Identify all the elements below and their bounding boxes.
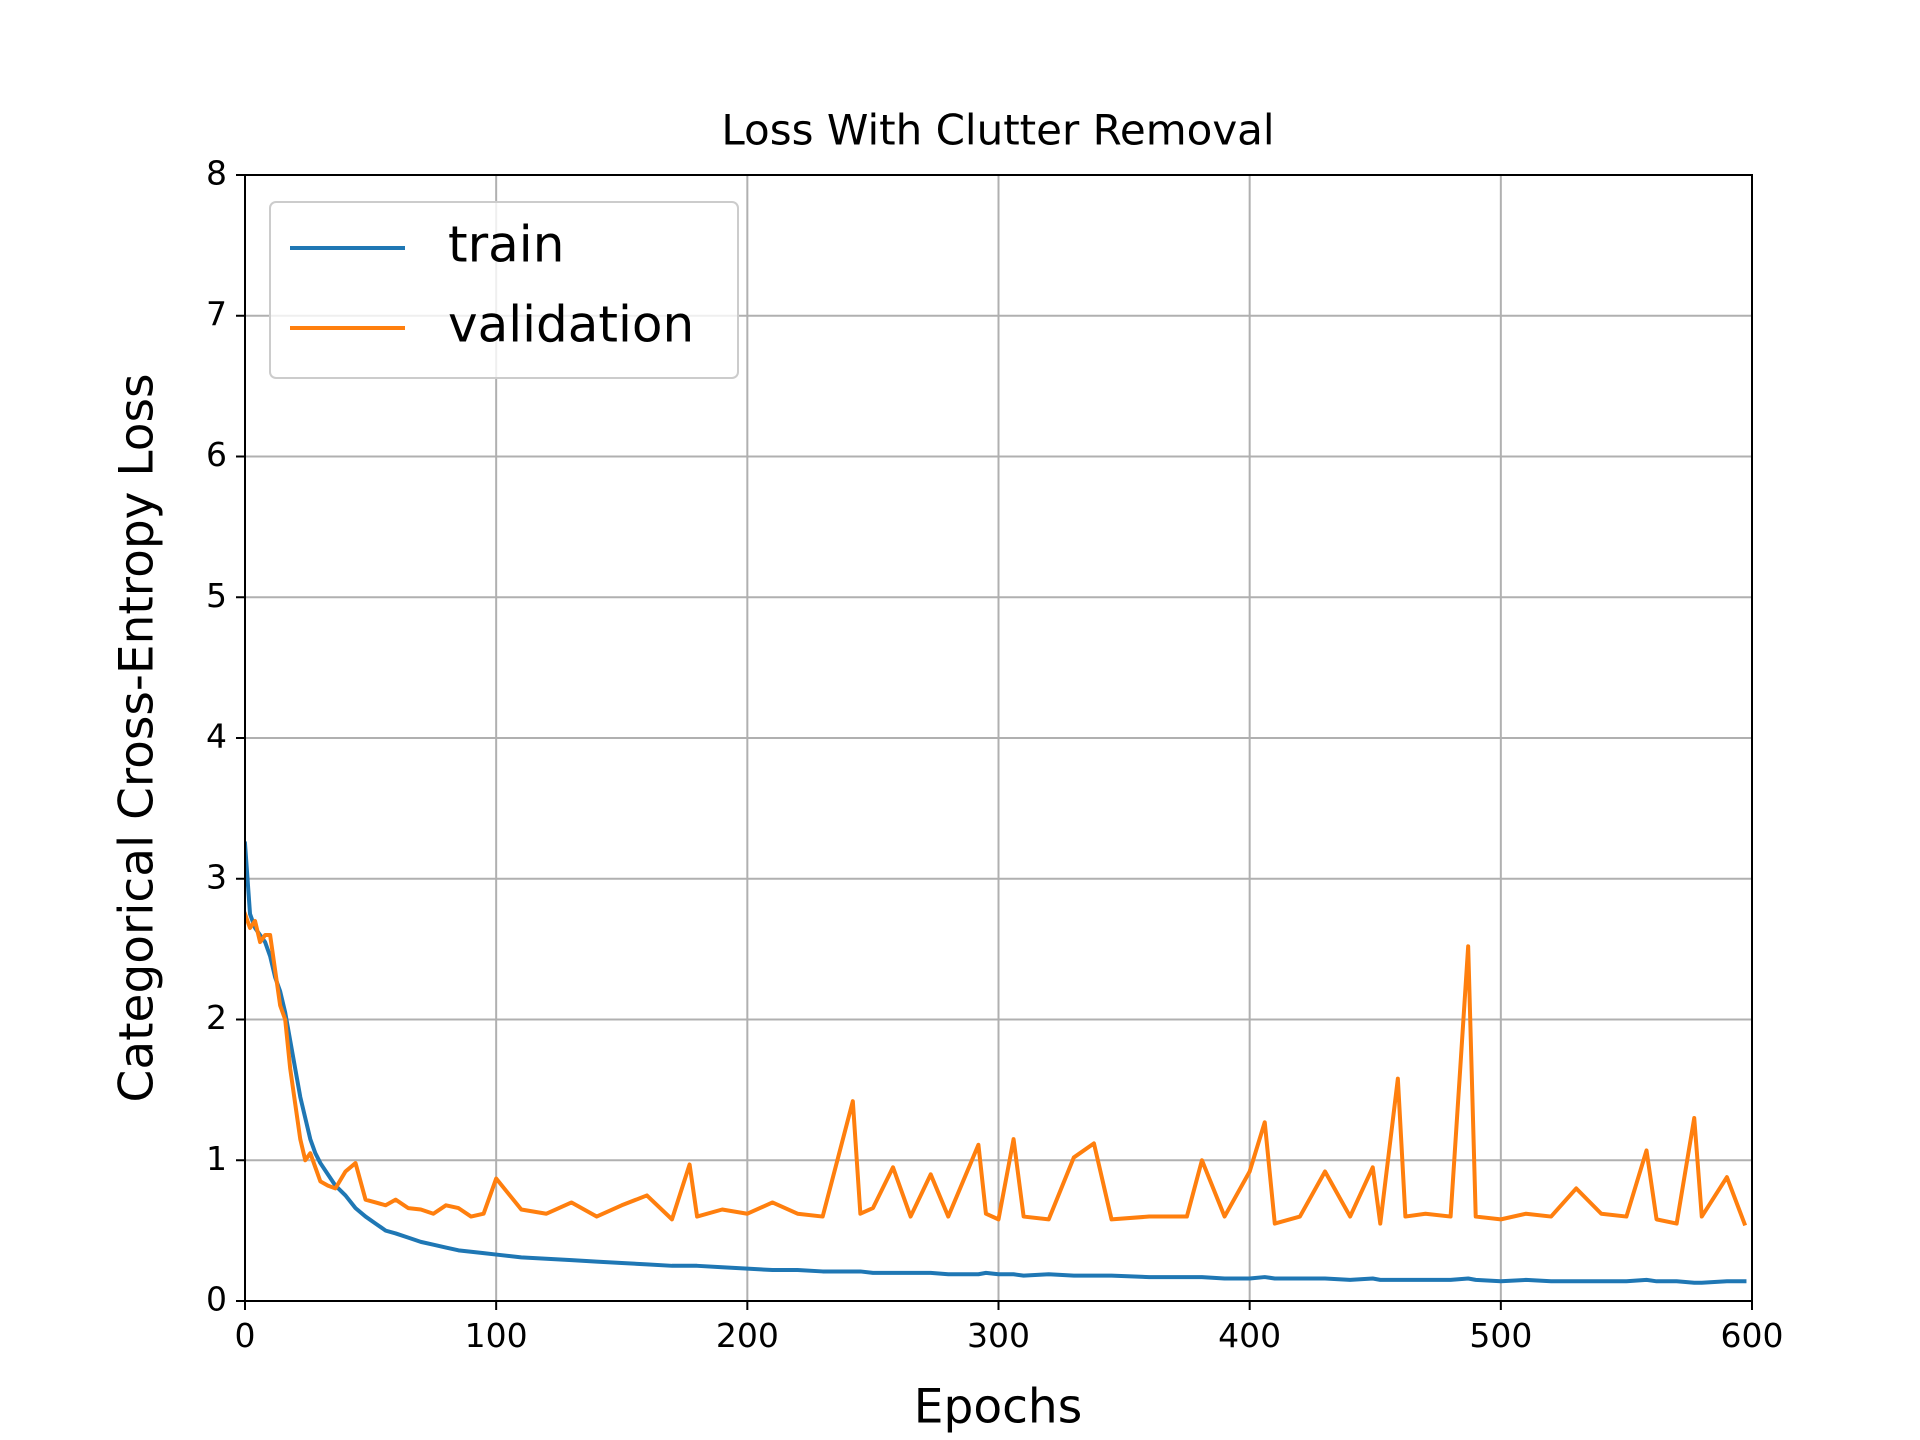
series-line [245, 841, 1747, 1285]
y-tick-label: 0 [206, 1280, 227, 1319]
lines [245, 841, 1748, 1285]
x-tick-label: 0 [235, 1316, 256, 1355]
y-tick-label: 7 [206, 294, 227, 333]
y-axis-label: Categorical Cross-Entropy Loss [110, 373, 165, 1102]
y-tick-label: 2 [206, 998, 227, 1037]
x-axis-label: Epochs [914, 1380, 1082, 1435]
x-tick-label: 500 [1469, 1316, 1532, 1355]
y-tick-label: 8 [206, 154, 227, 193]
y-tick-label: 5 [206, 576, 227, 615]
x-tick-label: 300 [967, 1316, 1030, 1355]
y-tick-label: 3 [206, 857, 227, 896]
grid [244, 174, 1753, 1302]
ticks: 0 100 200 300 400 500 600 0 1 2 3 4 5 6 7 8 [206, 154, 1784, 1356]
chart-title: Loss With Clutter Removal [721, 106, 1274, 155]
legend-label: validation [448, 296, 694, 354]
legend: train validation [269, 201, 739, 379]
x-tick-label: 600 [1721, 1316, 1784, 1355]
y-tick-label: 1 [206, 1139, 227, 1178]
y-tick-label: 6 [206, 435, 227, 474]
x-tick-label: 200 [716, 1316, 779, 1355]
series-line [245, 911, 1748, 1227]
legend-label: train [448, 216, 564, 274]
x-tick-label: 400 [1218, 1316, 1281, 1355]
x-tick-label: 100 [465, 1316, 528, 1355]
y-tick-label: 4 [206, 717, 227, 756]
